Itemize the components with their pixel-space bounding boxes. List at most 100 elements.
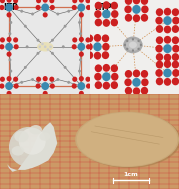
Circle shape	[164, 26, 171, 33]
Circle shape	[164, 78, 171, 86]
Circle shape	[172, 45, 179, 53]
Circle shape	[50, 84, 55, 89]
Circle shape	[77, 112, 177, 166]
Circle shape	[78, 70, 81, 73]
Circle shape	[41, 82, 49, 90]
Circle shape	[8, 32, 11, 35]
Circle shape	[111, 19, 118, 26]
Circle shape	[6, 0, 12, 3]
Circle shape	[72, 44, 77, 49]
Circle shape	[35, 84, 41, 89]
Circle shape	[172, 77, 179, 85]
Text: 1cm: 1cm	[123, 172, 138, 177]
Circle shape	[164, 54, 171, 61]
Circle shape	[24, 25, 27, 28]
Circle shape	[85, 77, 91, 82]
Ellipse shape	[126, 39, 140, 51]
Circle shape	[86, 44, 91, 49]
Circle shape	[94, 10, 102, 18]
Circle shape	[111, 64, 118, 72]
Circle shape	[72, 77, 77, 82]
Circle shape	[102, 9, 111, 19]
Circle shape	[155, 45, 163, 53]
Circle shape	[137, 40, 140, 42]
Circle shape	[79, 91, 84, 96]
Circle shape	[103, 82, 110, 90]
Circle shape	[78, 82, 85, 90]
Circle shape	[172, 69, 179, 77]
Ellipse shape	[129, 42, 137, 48]
Circle shape	[141, 0, 148, 5]
Circle shape	[79, 32, 82, 35]
Circle shape	[111, 10, 118, 18]
Circle shape	[0, 77, 5, 82]
Circle shape	[95, 19, 102, 26]
Circle shape	[111, 2, 118, 9]
Circle shape	[43, 0, 48, 3]
Circle shape	[79, 37, 84, 42]
Circle shape	[85, 37, 91, 43]
Circle shape	[79, 0, 84, 3]
Circle shape	[125, 70, 132, 78]
Circle shape	[8, 58, 11, 61]
Circle shape	[51, 39, 54, 42]
Circle shape	[67, 10, 70, 13]
Circle shape	[124, 78, 132, 86]
Circle shape	[155, 17, 163, 25]
Circle shape	[47, 48, 49, 51]
Circle shape	[141, 14, 148, 22]
Ellipse shape	[30, 125, 42, 135]
Circle shape	[140, 44, 142, 46]
Ellipse shape	[9, 127, 48, 167]
Circle shape	[133, 14, 140, 22]
Circle shape	[64, 66, 67, 69]
Circle shape	[20, 10, 23, 13]
Circle shape	[141, 5, 149, 13]
Circle shape	[156, 61, 163, 68]
Circle shape	[125, 0, 132, 5]
Ellipse shape	[12, 146, 24, 156]
Circle shape	[67, 81, 70, 84]
Circle shape	[6, 52, 12, 57]
Circle shape	[36, 0, 41, 3]
Circle shape	[14, 44, 19, 49]
Circle shape	[37, 52, 39, 55]
Circle shape	[0, 5, 4, 10]
Text: HTP: HTP	[94, 3, 112, 12]
Circle shape	[14, 84, 19, 89]
Circle shape	[111, 73, 118, 81]
Circle shape	[49, 77, 54, 82]
Circle shape	[35, 5, 41, 10]
Circle shape	[156, 53, 163, 61]
Text: LTP: LTP	[4, 3, 18, 12]
Circle shape	[49, 0, 54, 3]
Circle shape	[0, 84, 4, 89]
Circle shape	[95, 64, 102, 72]
Circle shape	[72, 37, 77, 43]
Circle shape	[75, 112, 179, 167]
Circle shape	[132, 5, 141, 14]
Circle shape	[141, 87, 148, 95]
Circle shape	[94, 52, 101, 60]
Circle shape	[103, 1, 110, 9]
Ellipse shape	[37, 42, 53, 51]
Circle shape	[0, 0, 5, 3]
Circle shape	[64, 25, 67, 28]
Circle shape	[41, 3, 49, 12]
Circle shape	[132, 78, 141, 87]
Circle shape	[93, 42, 102, 51]
Circle shape	[141, 78, 149, 86]
Circle shape	[103, 19, 110, 27]
Circle shape	[94, 73, 102, 81]
Circle shape	[13, 37, 18, 43]
Circle shape	[132, 38, 134, 40]
Polygon shape	[5, 122, 57, 172]
Circle shape	[86, 84, 91, 89]
Ellipse shape	[39, 132, 50, 141]
Circle shape	[102, 72, 111, 81]
Circle shape	[0, 44, 4, 49]
Circle shape	[155, 69, 163, 77]
Circle shape	[85, 43, 93, 51]
Circle shape	[6, 37, 12, 42]
Circle shape	[132, 49, 134, 52]
